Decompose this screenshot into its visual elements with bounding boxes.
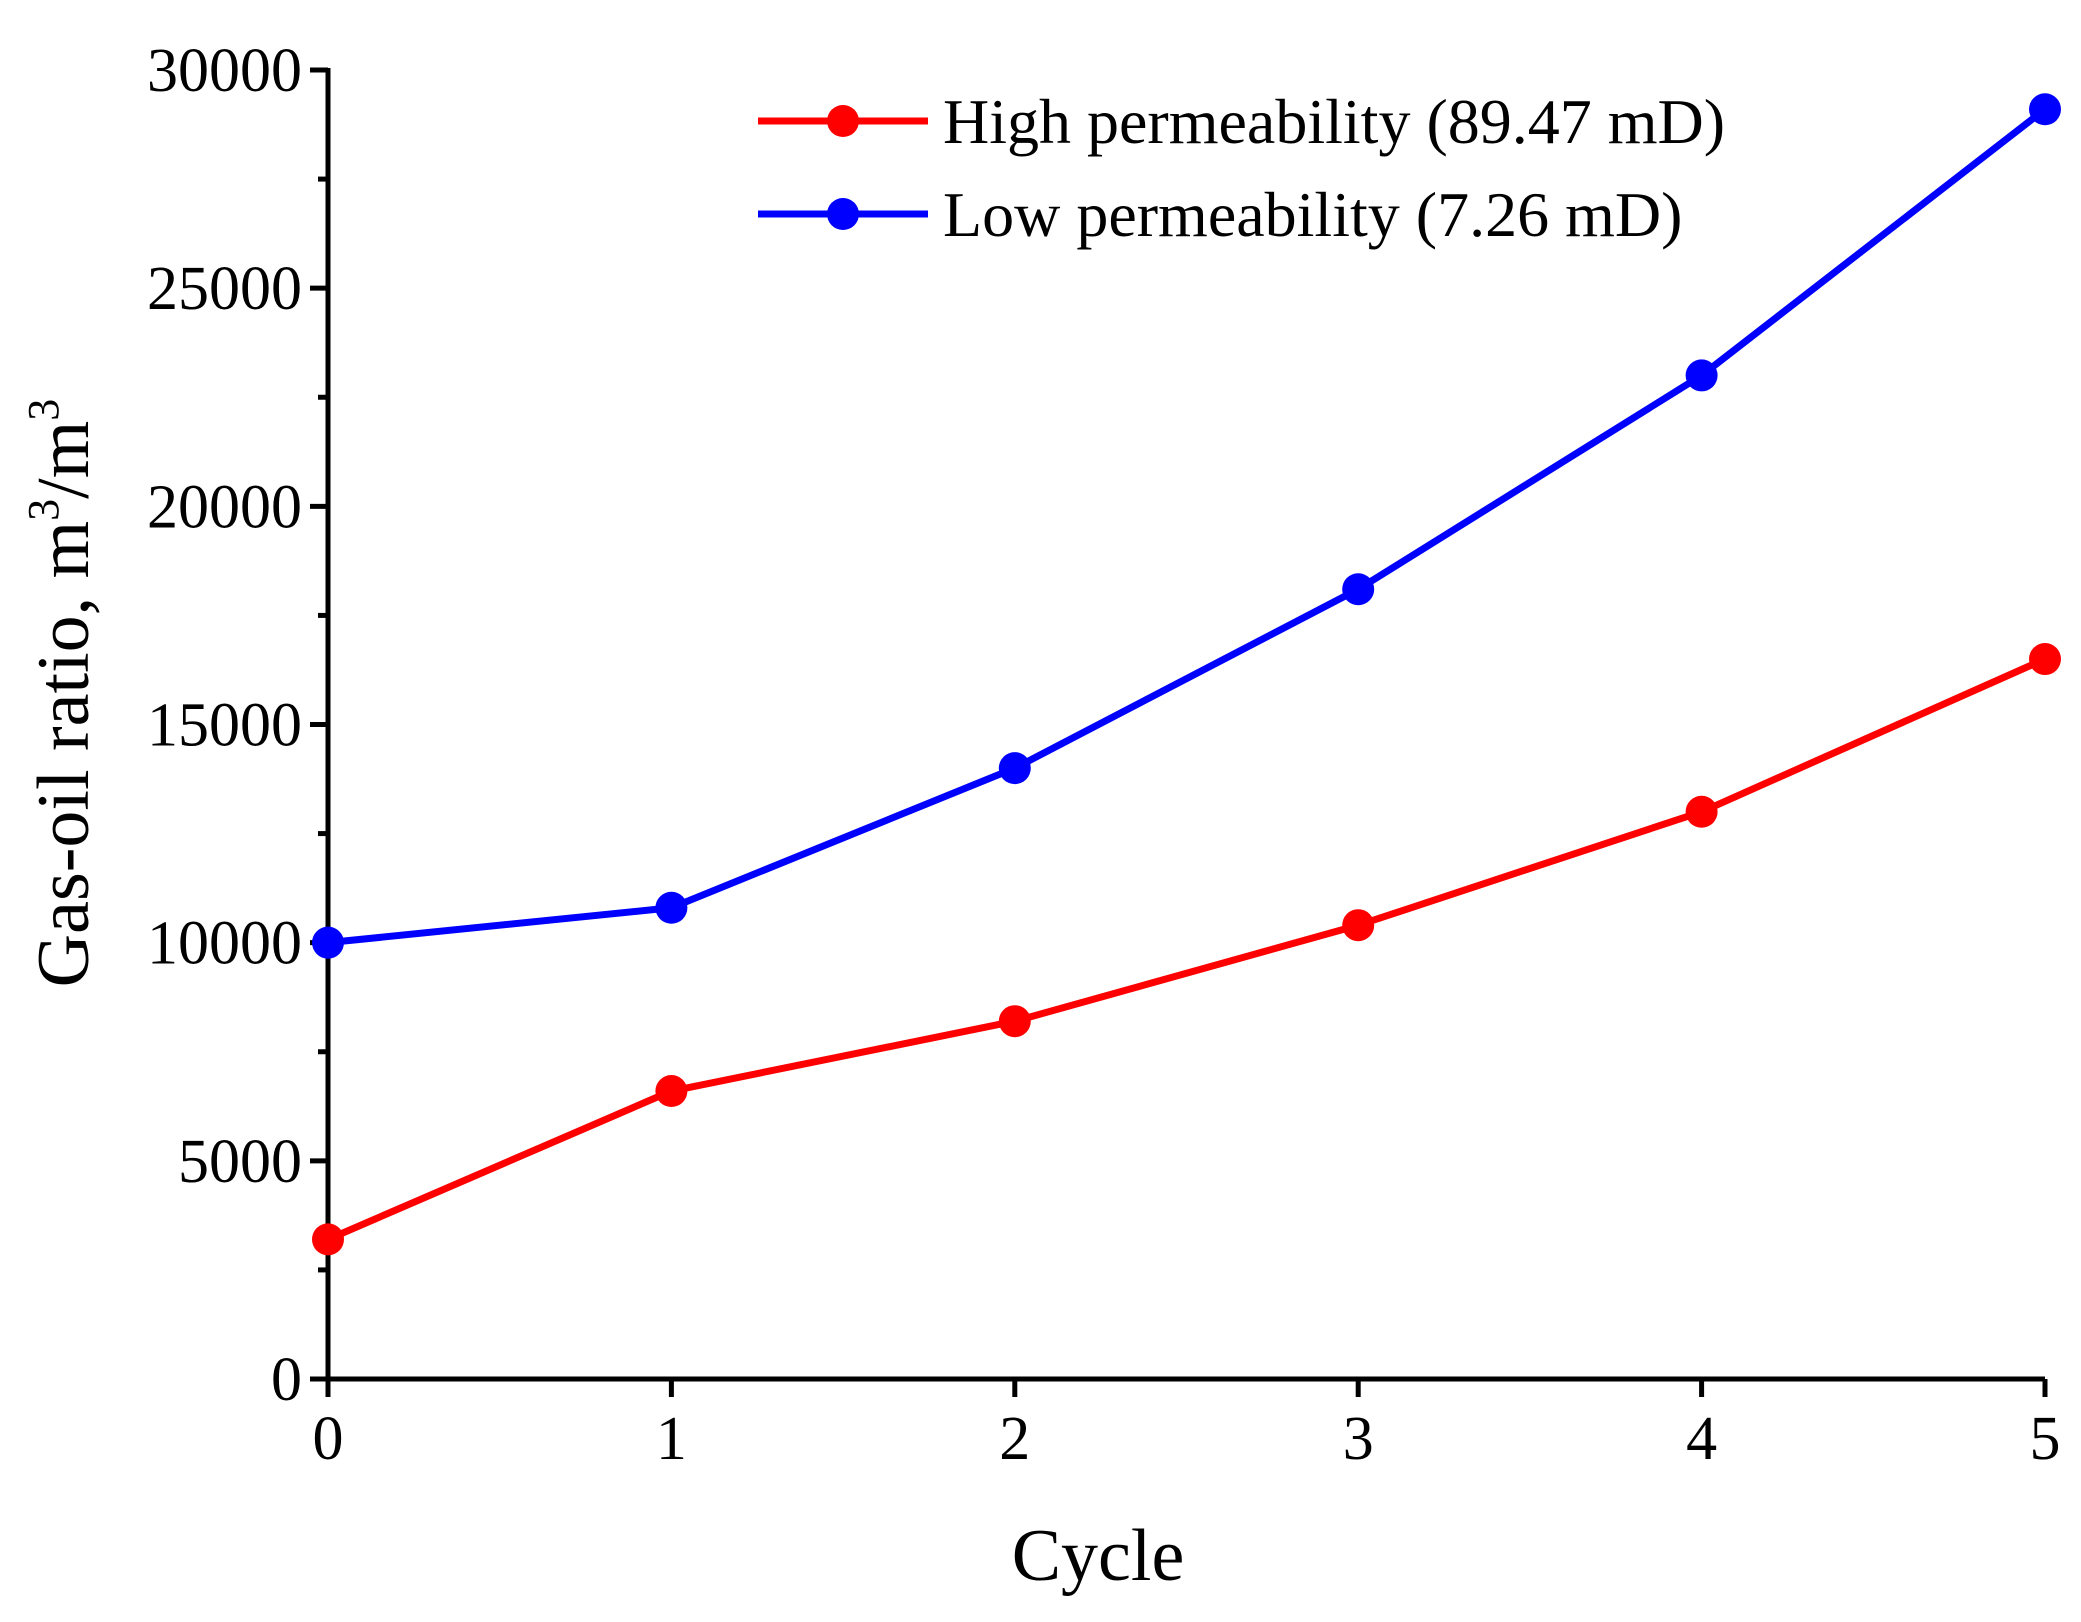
y-tick-label: 0 bbox=[271, 1346, 302, 1414]
x-tick-label: 0 bbox=[313, 1405, 344, 1473]
data-point bbox=[2029, 93, 2061, 126]
legend-marker bbox=[827, 198, 859, 230]
x-tick-label: 1 bbox=[656, 1405, 687, 1473]
legend-label: Low permeability (7.26 mD) bbox=[943, 179, 1682, 250]
data-point bbox=[1342, 573, 1375, 606]
data-point bbox=[1685, 795, 1718, 828]
y-axis-title-superscript-1: 3 bbox=[19, 499, 68, 521]
y-axis-title: Gas-oil ratio, m3/m3 bbox=[19, 399, 105, 988]
y-tick-label: 25000 bbox=[147, 255, 302, 323]
data-point bbox=[998, 1005, 1031, 1038]
legend: High permeability (89.47 mD) Low permeabi… bbox=[758, 86, 1725, 250]
x-axis-title: Cycle bbox=[1012, 1515, 1185, 1597]
legend-marker bbox=[827, 105, 859, 137]
series-1 bbox=[312, 93, 2061, 959]
data-point bbox=[312, 926, 344, 959]
data-point bbox=[998, 752, 1031, 785]
data-point bbox=[1342, 909, 1375, 942]
data-point bbox=[655, 891, 688, 924]
y-tick-label: 5000 bbox=[178, 1128, 302, 1196]
y-axis-title-unit-mid: /m bbox=[23, 421, 105, 499]
y-axis-title-superscript-2: 3 bbox=[19, 399, 68, 421]
series-line bbox=[326, 655, 2047, 1243]
series-0 bbox=[312, 643, 2061, 1256]
y-axis-title-text: Gas-oil ratio, m bbox=[23, 521, 105, 988]
y-tick-label: 20000 bbox=[147, 473, 302, 541]
y-tick-label: 30000 bbox=[147, 37, 302, 105]
x-tick-label: 3 bbox=[1343, 1405, 1374, 1473]
series-line bbox=[327, 106, 2048, 947]
y-tick-label: 15000 bbox=[147, 692, 302, 760]
data-point bbox=[312, 1223, 344, 1256]
series-layer bbox=[312, 93, 2061, 1256]
x-tick-label: 4 bbox=[1686, 1405, 1717, 1473]
x-tick-label: 5 bbox=[2030, 1405, 2061, 1473]
x-tick-label: 2 bbox=[999, 1405, 1030, 1473]
axes: 0 5000 10000 15000 20000 25000 30000 0 1 2 3 4 5 bbox=[147, 37, 2061, 1473]
legend-label: High permeability (89.47 mD) bbox=[943, 86, 1725, 157]
data-point bbox=[2029, 643, 2061, 676]
data-point bbox=[1685, 359, 1718, 392]
y-tick-label: 10000 bbox=[147, 910, 302, 978]
data-point bbox=[655, 1075, 688, 1108]
